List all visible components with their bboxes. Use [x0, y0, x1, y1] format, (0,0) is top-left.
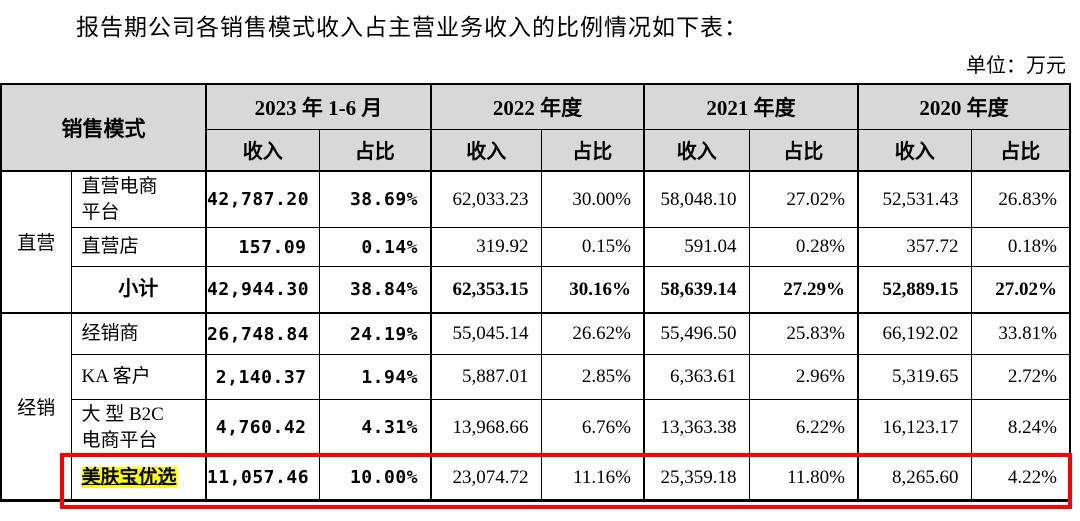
income-cell-2022: 23,074.72	[430, 455, 542, 501]
ratio-cell-2023: 38.84%	[318, 266, 432, 314]
group-label-direct: 直营	[0, 170, 72, 314]
ratio-cell-2020: 27.02%	[970, 266, 1071, 314]
income-cell-2022: 55,045.14	[430, 311, 542, 356]
income-cell-2020: 66,192.02	[857, 311, 972, 356]
ratio-cell-2021: 11.80%	[748, 455, 859, 501]
ratio-header-2020: 占比	[970, 128, 1071, 172]
ratio-cell-2022: 30.16%	[540, 266, 645, 314]
ratio-cell-2023: 4.31%	[318, 399, 432, 457]
income-cell-2022: 13,968.66	[430, 399, 542, 457]
ratio-header-2023: 占比	[318, 128, 432, 172]
income-cell-2020: 357.72	[857, 227, 972, 268]
income-cell-2021: 6,363.61	[643, 354, 750, 401]
ratio-cell-2022: 2.85%	[540, 354, 645, 401]
ratio-cell-2022: 26.62%	[540, 311, 645, 356]
income-cell-2023: 157.09	[205, 227, 320, 268]
ratio-cell-2020: 8.24%	[970, 399, 1071, 457]
income-header-2020: 收入	[857, 128, 972, 172]
ratio-cell-2020: 4.22%	[970, 455, 1071, 501]
income-cell-2023: 2,140.37	[205, 354, 320, 401]
income-cell-2022: 319.92	[430, 227, 542, 268]
ratio-cell-2021: 25.83%	[748, 311, 859, 356]
ratio-cell-2023: 24.19%	[318, 311, 432, 356]
income-cell-2021: 13,363.38	[643, 399, 750, 457]
income-cell-2023: 11,057.46	[205, 455, 320, 501]
ratio-header-2021: 占比	[748, 128, 859, 172]
table-row-distributor: 经销 经销商 26,748.84 24.19% 55,045.14 26.62%…	[0, 311, 1071, 501]
table-row-direct-store: 直营店 157.09 0.14% 319.92 0.15% 591.04 0.2…	[1, 227, 1071, 268]
income-cell-2021: 58,639.14	[643, 266, 750, 314]
income-cell-2020: 5,319.65	[857, 354, 972, 401]
ratio-cell-2022: 0.15%	[540, 227, 645, 268]
row-label: 经销商	[70, 311, 207, 356]
income-header-2022: 收入	[430, 128, 542, 172]
income-cell-2023: 26,748.84	[205, 311, 320, 356]
income-cell-2021: 591.04	[643, 227, 750, 268]
ratio-cell-2020: 2.72%	[970, 354, 1071, 401]
ratio-cell-2021: 2.96%	[748, 354, 859, 401]
income-cell-2020: 16,123.17	[857, 399, 972, 457]
sales-mode-table: 销售模式 2023 年 1-6 月 2022 年度 2021 年度 2020 年…	[0, 83, 1071, 502]
period-2020-header: 2020 年度	[857, 83, 1071, 130]
unit-label: 单位：万元	[966, 55, 1066, 77]
ratio-cell-2023: 38.69%	[318, 170, 432, 229]
income-cell-2021: 58,048.10	[643, 170, 750, 229]
ratio-header-2022: 占比	[540, 128, 645, 172]
ratio-cell-2020: 0.18%	[970, 227, 1071, 268]
income-cell-2023: 42,787.20	[205, 170, 320, 229]
income-cell-2020: 8,265.60	[857, 455, 972, 501]
income-cell-2021: 25,359.18	[643, 455, 750, 501]
ratio-cell-2022: 30.00%	[540, 170, 645, 229]
page-title: 报告期公司各销售模式收入占主营业务收入的比例情况如下表：	[76, 15, 748, 40]
ratio-cell-2021: 27.29%	[748, 266, 859, 314]
ratio-cell-2023: 1.94%	[318, 354, 432, 401]
ratio-cell-2020: 33.81%	[970, 311, 1071, 356]
income-cell-2021: 55,496.50	[643, 311, 750, 356]
income-cell-2023: 4,760.42	[205, 399, 320, 457]
row-label: 直营电商 平台	[70, 170, 207, 229]
income-cell-2022: 5,887.01	[430, 354, 542, 401]
table-row-b2c-platform: 大 型 B2C 电商平台 4,760.42 4.31% 13,968.66 6.…	[1, 399, 1071, 457]
table-row-meifubao-select: 美肤宝优选 11,057.46 10.00% 23,074.72 11.16% …	[1, 455, 1071, 501]
row-label-highlighted: 美肤宝优选	[70, 455, 207, 501]
header-row-periods: 销售模式 2023 年 1-6 月 2022 年度 2021 年度 2020 年…	[0, 83, 1071, 172]
ratio-cell-2022: 11.16%	[540, 455, 645, 501]
ratio-cell-2020: 26.83%	[970, 170, 1071, 229]
ratio-cell-2021: 6.22%	[748, 399, 859, 457]
ratio-cell-2022: 6.76%	[540, 399, 645, 457]
highlighted-text: 美肤宝优选	[81, 466, 177, 488]
header-row-subcolumns: 收入 占比 收入 占比 收入 占比 收入 占比	[1, 128, 1071, 172]
income-header-2023: 收入	[205, 128, 320, 172]
ratio-cell-2021: 27.02%	[748, 170, 859, 229]
ratio-cell-2023: 10.00%	[318, 455, 432, 501]
row-label: KA 客户	[70, 354, 207, 401]
sales-mode-header: 销售模式	[0, 83, 207, 172]
income-cell-2020: 52,531.43	[857, 170, 972, 229]
income-cell-2023: 42,944.30	[205, 266, 320, 314]
row-label: 大 型 B2C 电商平台	[70, 399, 207, 457]
period-2022-header: 2022 年度	[430, 83, 645, 130]
income-header-2021: 收入	[643, 128, 750, 172]
table-row-direct-subtotal: 小计 42,944.30 38.84% 62,353.15 30.16% 58,…	[1, 266, 1071, 314]
income-cell-2020: 52,889.15	[857, 266, 972, 314]
table-row-direct-ecommerce: 直营 直营电商 平台 42,787.20 38.69% 62,033.23 30…	[0, 170, 1071, 314]
period-2023-header: 2023 年 1-6 月	[205, 83, 432, 130]
table-row-ka-customer: KA 客户 2,140.37 1.94% 5,887.01 2.85% 6,36…	[1, 354, 1071, 401]
ratio-cell-2023: 0.14%	[318, 227, 432, 268]
period-2021-header: 2021 年度	[643, 83, 859, 130]
income-cell-2022: 62,033.23	[430, 170, 542, 229]
ratio-cell-2021: 0.28%	[748, 227, 859, 268]
income-cell-2022: 62,353.15	[430, 266, 542, 314]
row-label: 直营店	[70, 227, 207, 268]
row-label-subtotal: 小计	[70, 266, 207, 314]
group-label-distribution: 经销	[0, 311, 72, 501]
